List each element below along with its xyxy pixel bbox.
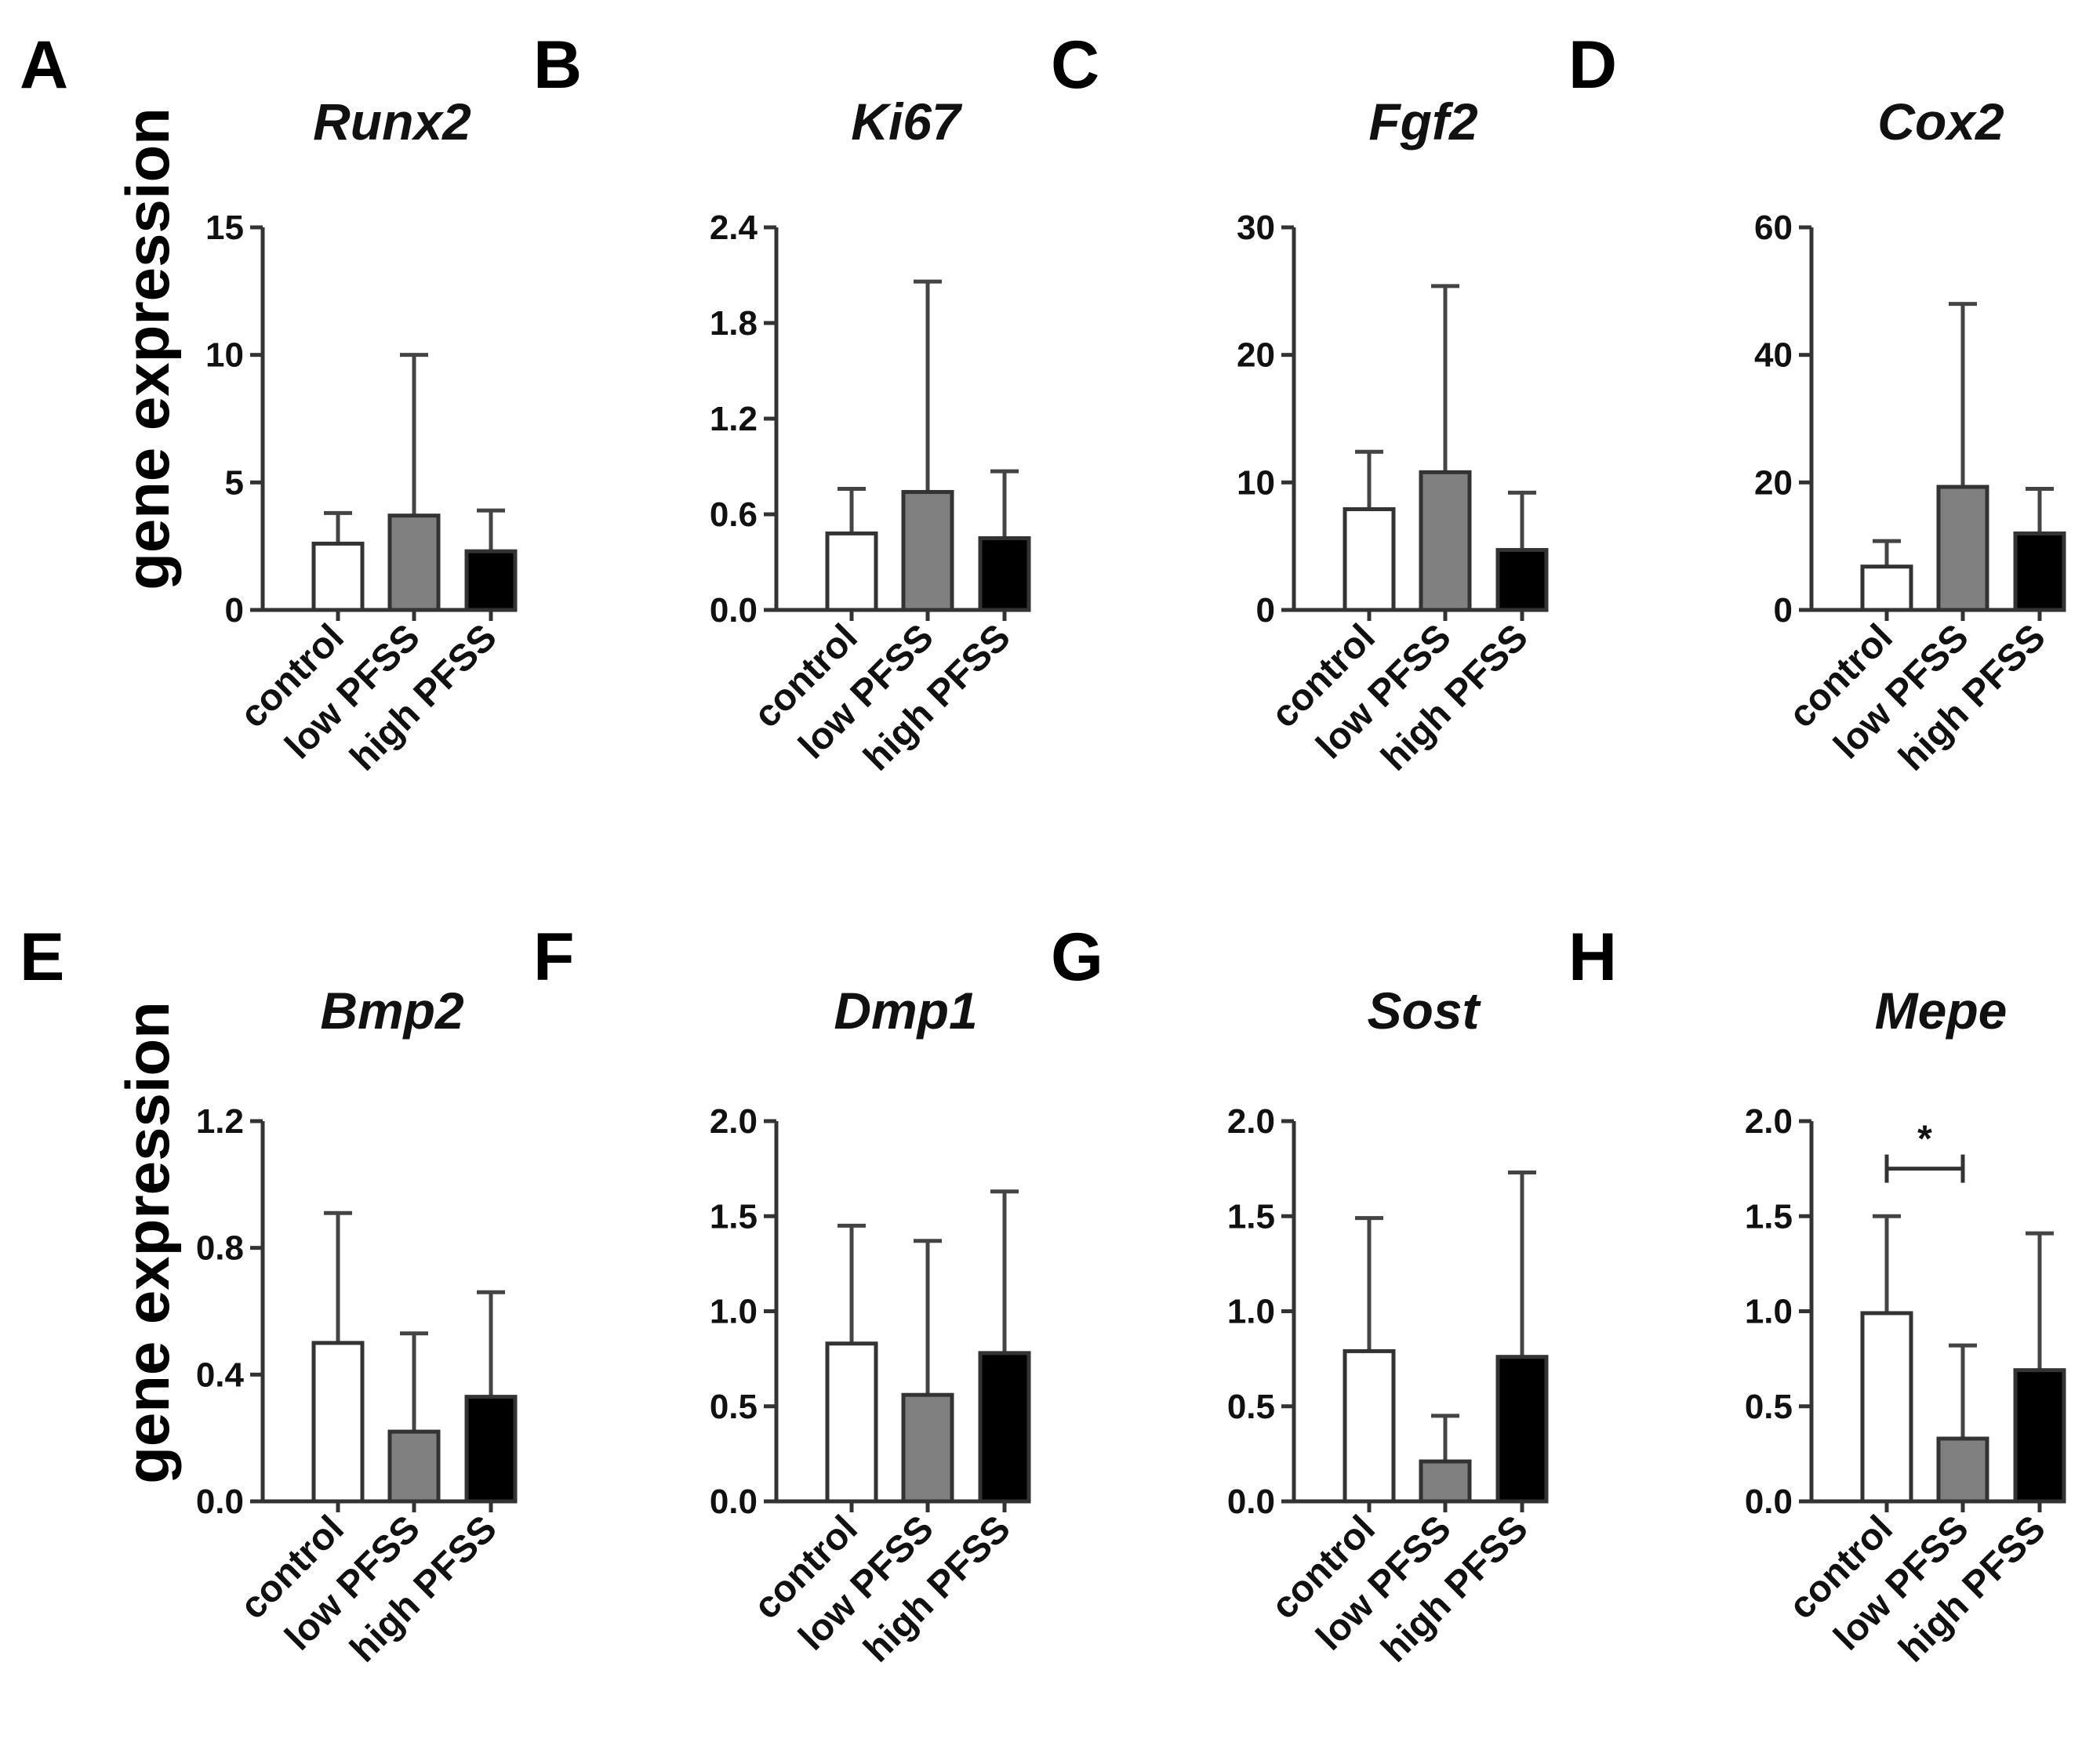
y-tick-label: 0 bbox=[1774, 591, 1793, 630]
y-tick-label: 1.0 bbox=[1227, 1293, 1275, 1331]
y-axis-label-row-2: gene expression bbox=[113, 1001, 182, 1484]
significance-label: * bbox=[1917, 1119, 1932, 1160]
bar-high-pfss bbox=[464, 1395, 518, 1504]
y-tick-label: 0 bbox=[1256, 591, 1275, 630]
bar-low-pfss bbox=[1936, 1436, 1989, 1504]
y-tick-label: 0.6 bbox=[710, 495, 758, 534]
panel-letter: D bbox=[1568, 27, 1617, 103]
bar-low-pfss bbox=[901, 1392, 954, 1504]
y-tick-label: 2.0 bbox=[710, 1102, 758, 1141]
bar-low-pfss bbox=[1936, 485, 1989, 612]
y-tick-label: 0.5 bbox=[710, 1388, 758, 1426]
y-tick-label: 0.4 bbox=[196, 1356, 245, 1394]
gene-title: Mepe bbox=[1875, 982, 2008, 1040]
gene-title: Ki67 bbox=[851, 93, 963, 151]
y-tick-label: 0.5 bbox=[1227, 1388, 1275, 1426]
y-tick-label: 0 bbox=[225, 591, 244, 630]
y-tick-label: 15 bbox=[205, 209, 244, 247]
y-tick-label: 1.5 bbox=[1745, 1197, 1793, 1236]
gene-title: Dmp1 bbox=[834, 982, 977, 1040]
bar-high-pfss bbox=[978, 536, 1031, 612]
y-tick-label: 20 bbox=[1754, 463, 1793, 502]
y-tick-label: 2.4 bbox=[710, 209, 758, 247]
bar-low-pfss bbox=[387, 1429, 441, 1504]
bar-high-pfss bbox=[2013, 1368, 2066, 1504]
y-tick-label: 0.0 bbox=[1227, 1483, 1275, 1521]
y-tick-label: 10 bbox=[205, 336, 244, 375]
panel-letter: C bbox=[1051, 27, 1099, 103]
y-tick-label: 0.5 bbox=[1745, 1388, 1793, 1426]
bar-high-pfss bbox=[1495, 548, 1549, 612]
y-tick-label: 1.2 bbox=[196, 1102, 244, 1141]
panel-letter: H bbox=[1568, 920, 1617, 995]
gene-title: Runx2 bbox=[313, 93, 471, 151]
bar-control bbox=[825, 531, 878, 612]
y-tick-label: 0.8 bbox=[196, 1229, 244, 1268]
y-tick-label: 60 bbox=[1754, 209, 1793, 247]
y-tick-label: 30 bbox=[1237, 209, 1275, 247]
bar-control bbox=[825, 1341, 878, 1504]
y-tick-label: 2.0 bbox=[1227, 1102, 1275, 1141]
gene-title: Sost bbox=[1367, 982, 1481, 1040]
gene-title: Bmp2 bbox=[320, 982, 464, 1040]
gene-title: Cox2 bbox=[1877, 93, 2004, 151]
bar-control bbox=[1860, 1311, 1913, 1504]
bar-low-pfss bbox=[1419, 1459, 1472, 1504]
gene-title: Fgf2 bbox=[1368, 93, 1478, 151]
bar-high-pfss bbox=[464, 549, 518, 612]
bar-low-pfss bbox=[387, 514, 441, 612]
panel-letter: B bbox=[533, 27, 582, 103]
y-tick-label: 1.2 bbox=[710, 400, 758, 438]
panel-letter: E bbox=[20, 920, 64, 995]
bar-low-pfss bbox=[1419, 470, 1472, 612]
y-tick-label: 1.5 bbox=[710, 1197, 758, 1236]
y-axis-label-row-1: gene expression bbox=[113, 107, 182, 590]
bar-high-pfss bbox=[2013, 531, 2066, 612]
bar-low-pfss bbox=[901, 490, 954, 612]
bar-control bbox=[1860, 564, 1913, 612]
bar-control bbox=[311, 541, 365, 612]
y-tick-label: 1.0 bbox=[1745, 1293, 1793, 1331]
panel-letter: A bbox=[20, 27, 68, 103]
y-tick-label: 1.8 bbox=[710, 304, 758, 343]
y-tick-label: 0.0 bbox=[710, 1483, 758, 1521]
bar-high-pfss bbox=[978, 1351, 1031, 1504]
bar-high-pfss bbox=[1495, 1355, 1549, 1504]
y-tick-label: 0.0 bbox=[196, 1483, 244, 1521]
y-tick-label: 0.0 bbox=[710, 591, 758, 630]
y-tick-label: 20 bbox=[1237, 336, 1275, 375]
y-tick-label: 10 bbox=[1237, 463, 1275, 502]
y-tick-label: 1.0 bbox=[710, 1293, 758, 1331]
y-tick-label: 1.5 bbox=[1227, 1197, 1275, 1236]
y-tick-label: 40 bbox=[1754, 336, 1793, 375]
y-tick-label: 0.0 bbox=[1745, 1483, 1793, 1521]
bar-control bbox=[1343, 1348, 1396, 1504]
panel-letter: G bbox=[1051, 920, 1103, 995]
y-tick-label: 5 bbox=[225, 463, 244, 502]
bar-control bbox=[311, 1341, 365, 1504]
bar-control bbox=[1343, 506, 1396, 612]
y-tick-label: 2.0 bbox=[1745, 1102, 1793, 1141]
panel-letter: F bbox=[533, 920, 575, 995]
